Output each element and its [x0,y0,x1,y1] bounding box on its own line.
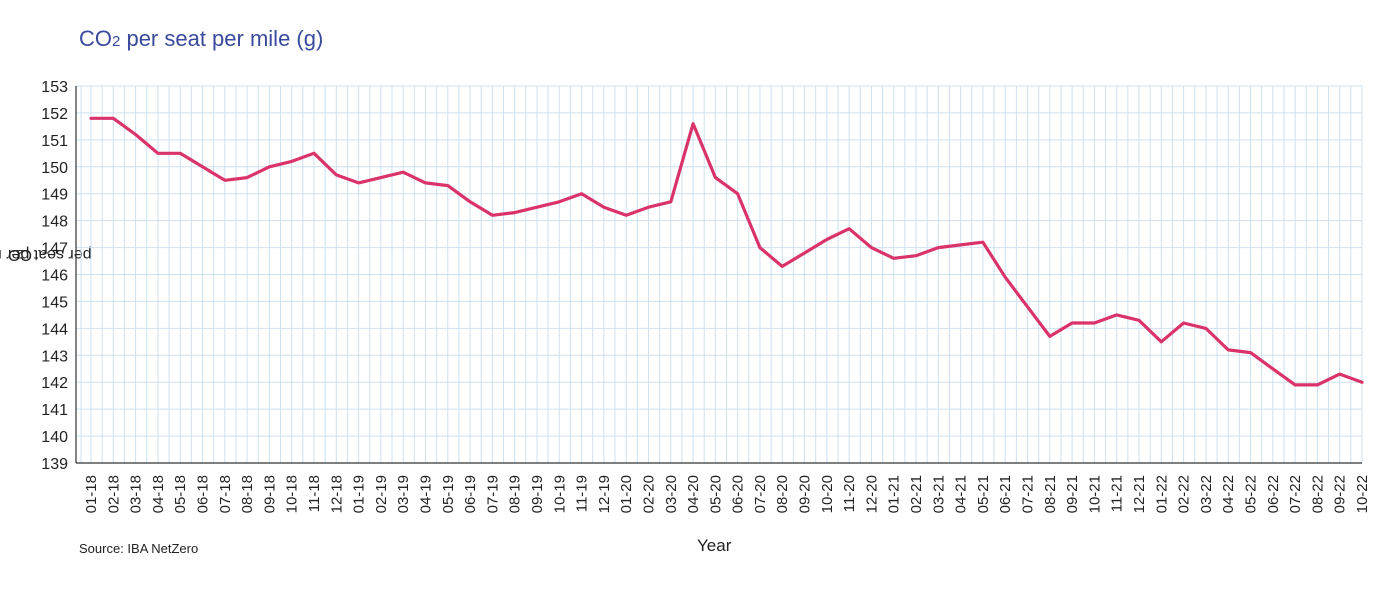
x-tick-labels: 01-18 02-18 03-18 04-18 05-18 06-18 07-18 08-18… [83,475,1371,513]
x-tick-label: 05-20 [707,475,724,513]
x-tick-label: 02-22 [1176,475,1193,513]
x-tick-label: 04-18 [150,475,167,513]
x-tick-label: 12-21 [1131,475,1148,513]
x-tick-label: 01-18 [83,475,100,513]
x-tick-label: 11-20 [841,475,858,512]
x-tick-label: 02-19 [373,475,390,513]
x-tick-label: 04-22 [1220,475,1237,513]
x-tick-label: 06-22 [1265,475,1282,513]
y-tick-label: 150 [41,160,68,177]
x-tick-label: 01-20 [618,475,635,513]
y-tick-label: 152 [41,106,68,123]
y-tick-label: 149 [41,187,68,204]
y-tick-label: 142 [41,375,68,392]
chart-title: CO2 per seat per mile (g) [79,26,324,51]
y-tick-label: 146 [41,268,68,285]
x-tick-label: 08-18 [239,475,256,513]
x-tick-label: 06-20 [730,475,747,513]
y-tick-label: 143 [41,348,68,365]
x-tick-label: 11-19 [574,475,591,512]
x-tick-label: 10-19 [551,475,568,513]
x-tick-label: 06-19 [462,475,479,513]
x-tick-label: 12-19 [596,475,613,513]
grid-lines [76,85,1363,464]
x-tick-label: 05-22 [1243,475,1260,513]
x-tick-label: 02-20 [640,475,657,513]
x-tick-label: 12-20 [863,475,880,513]
x-tick-label: 10-18 [284,475,301,513]
x-tick-label: 10-20 [819,475,836,513]
y-tick-label: 148 [41,214,68,231]
y-tick-label: 147 [41,241,68,258]
x-tick-label: 09-20 [797,475,814,513]
y-tick-label: 151 [41,133,68,150]
x-tick-label: 11-18 [306,475,323,512]
x-tick-label: 07-22 [1287,475,1304,513]
x-tick-label: 02-21 [908,475,925,513]
x-tick-label: 05-18 [172,475,189,513]
y-tick-label: 144 [41,321,68,338]
x-tick-label: 06-18 [194,475,211,513]
x-tick-label: 11-21 [1109,475,1126,512]
y-tick-label: 140 [41,429,68,446]
series-line [89,116,1364,387]
x-tick-label: 08-21 [1042,475,1059,513]
x-tick-label: 07-18 [217,475,234,513]
x-tick-label: 03-18 [128,475,145,513]
x-tick-label: 03-21 [930,475,947,513]
x-tick-label: 10-21 [1086,475,1103,513]
x-tick-label: 01-22 [1153,475,1170,513]
x-tick-label: 08-22 [1309,475,1326,513]
x-tick-label: 03-22 [1198,475,1215,513]
x-tick-label: 06-21 [997,475,1014,513]
x-tick-label: 04-21 [953,475,970,513]
y-tick-label: 141 [41,402,68,419]
x-tick-label: 12-18 [328,475,345,513]
x-tick-label: 07-19 [484,475,501,513]
x-tick-label: 01-19 [351,475,368,513]
x-tick-label: 09-22 [1332,475,1349,513]
y-tick-label: 145 [41,294,68,311]
y-tick-label: 153 [41,79,68,96]
axes [75,86,1362,464]
x-tick-label: 03-19 [395,475,412,513]
x-tick-label: 08-20 [774,475,791,513]
x-tick-label: 10-22 [1354,475,1371,513]
y-tick-labels: 139 140 141 142 143 144 145 146 147 148 149 150 151 1… [41,79,68,473]
x-tick-label: 04-19 [417,475,434,513]
x-tick-label: 02-18 [105,475,122,513]
x-axis-label: Year [697,536,732,555]
x-tick-label: 09-19 [529,475,546,513]
x-tick-label: 07-20 [752,475,769,513]
x-tick-label: 09-21 [1064,475,1081,513]
x-tick-label: 07-21 [1020,475,1037,513]
x-tick-label: 05-19 [440,475,457,513]
x-tick-label: 03-20 [663,475,680,513]
y-tick-label: 139 [41,456,68,473]
x-tick-label: 01-21 [886,475,903,513]
x-tick-label: 09-18 [261,475,278,513]
x-tick-label: 04-20 [685,475,702,513]
x-tick-label: 08-19 [507,475,524,513]
source-note: Source: IBA NetZero [79,541,199,556]
x-tick-label: 05-21 [975,475,992,513]
